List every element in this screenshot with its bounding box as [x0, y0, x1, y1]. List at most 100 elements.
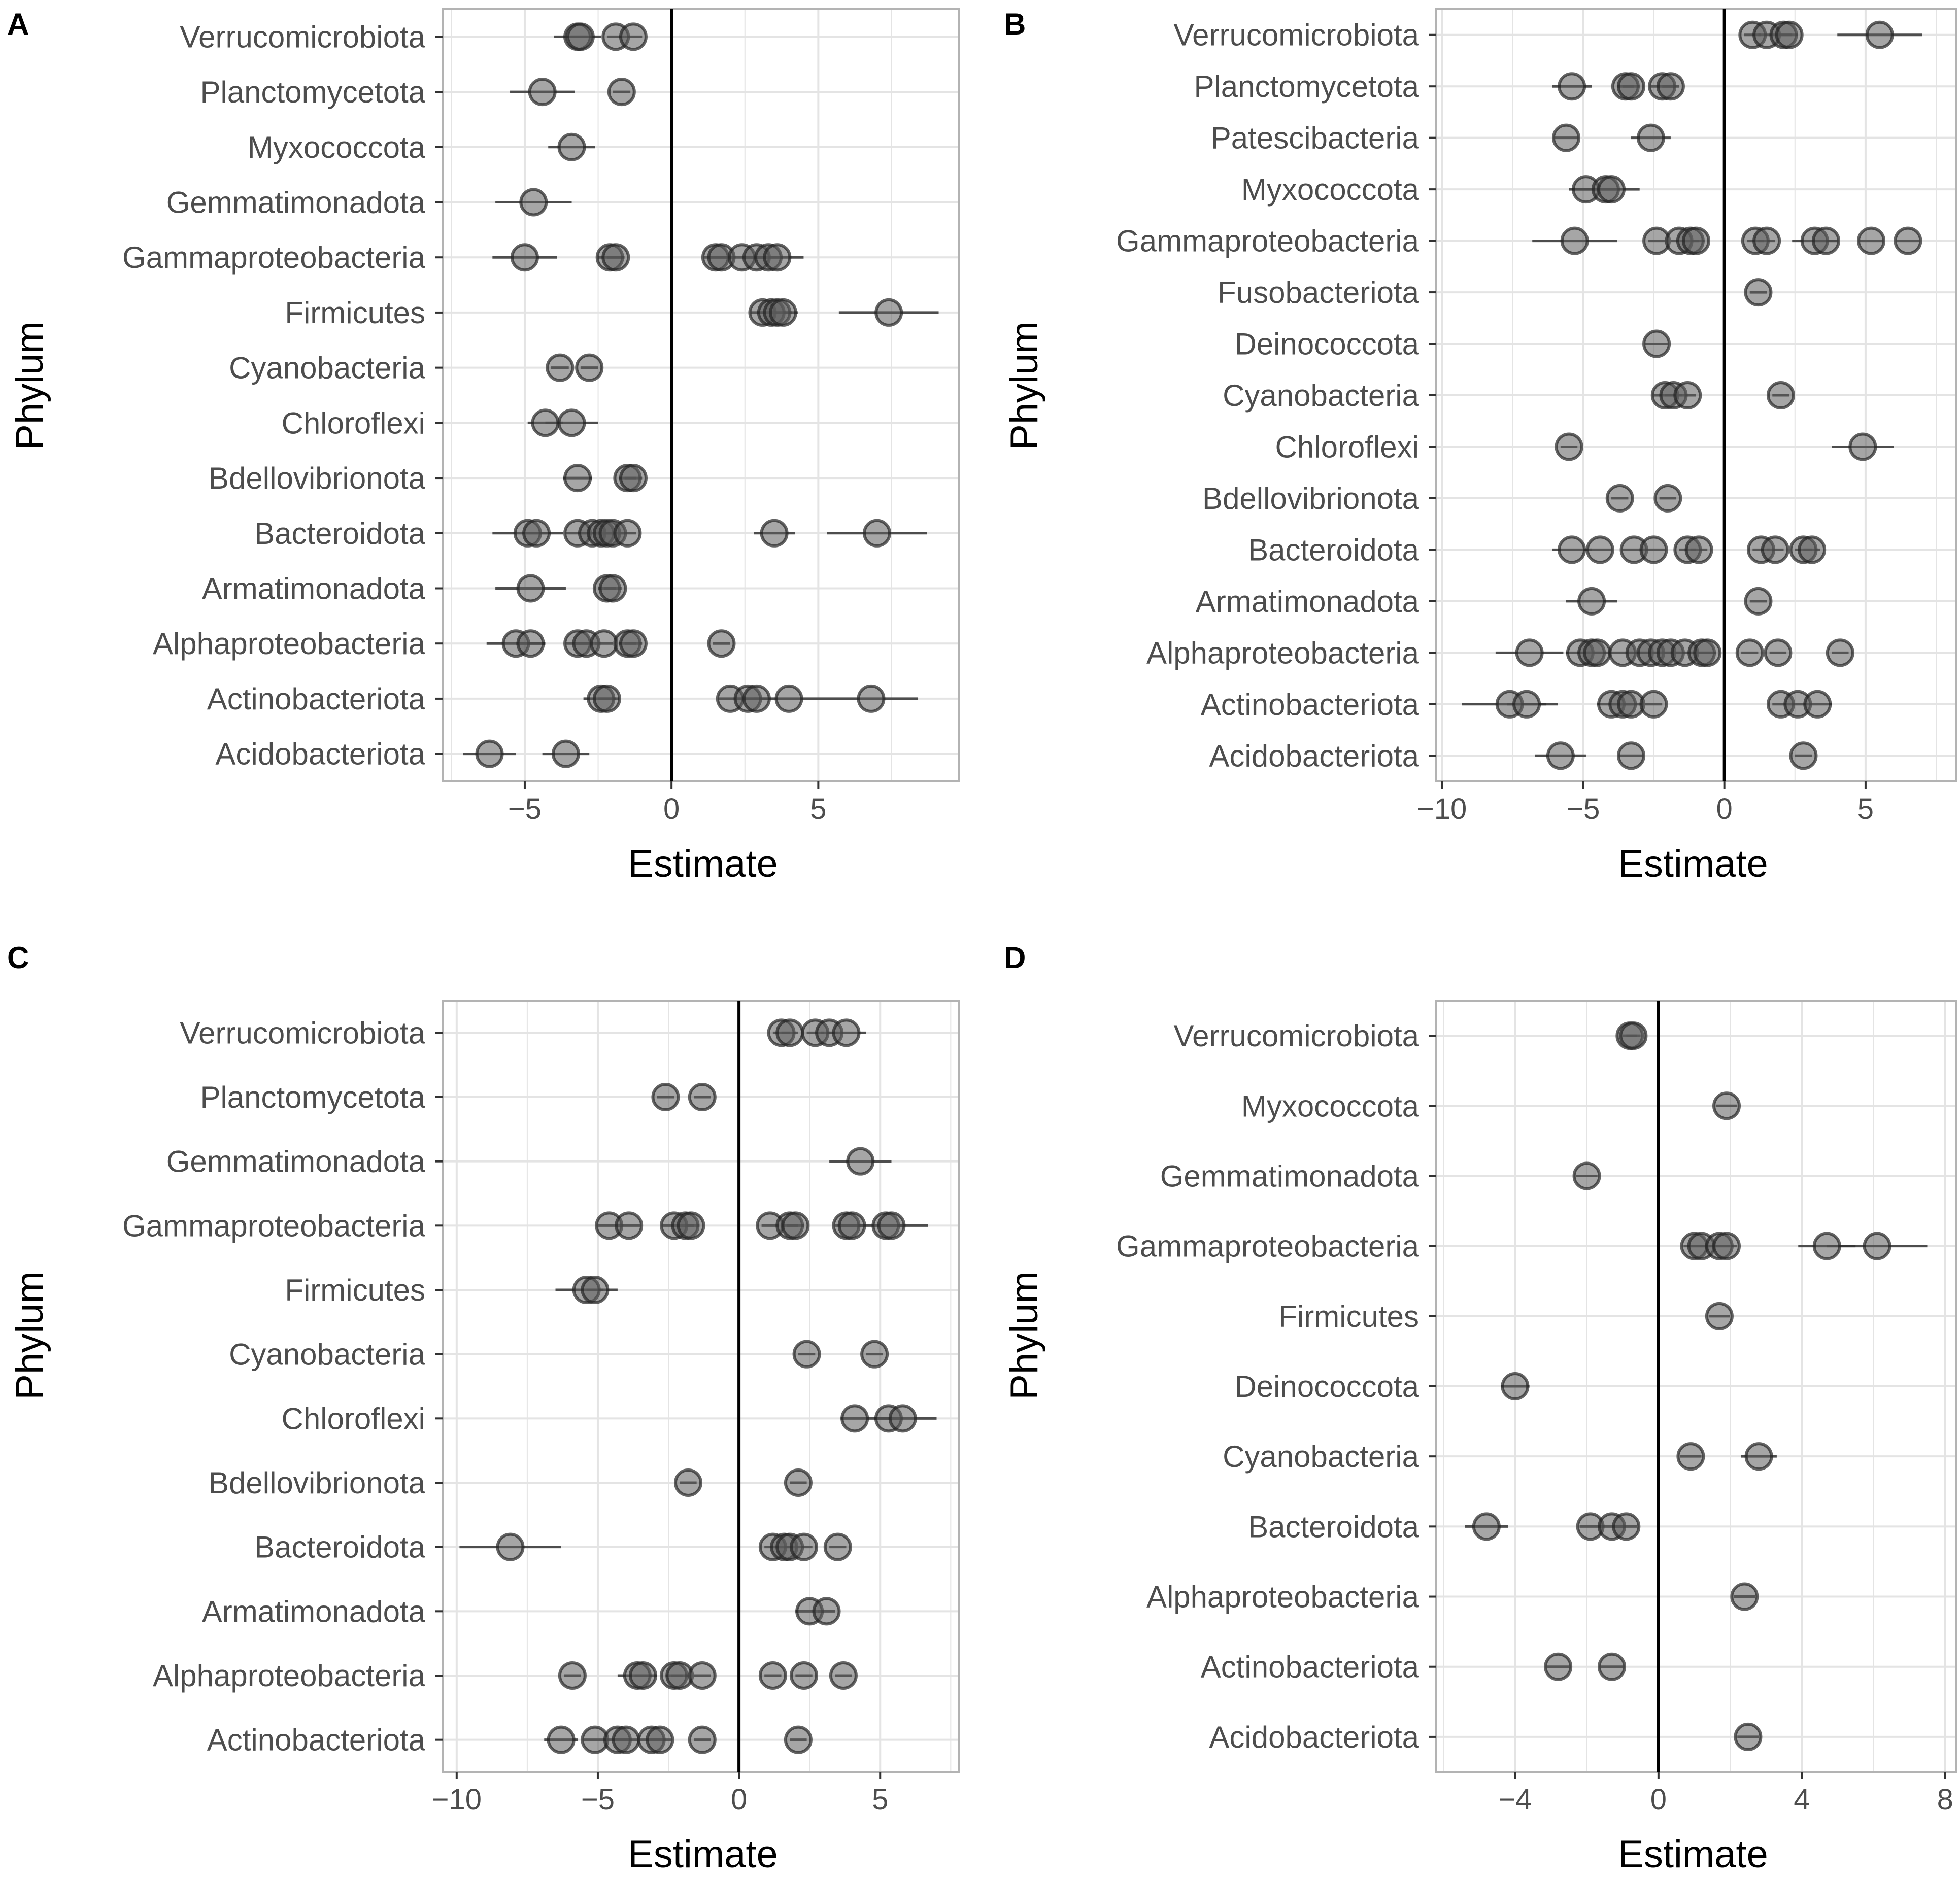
panel-a-point-actinobacteriota: [774, 684, 803, 713]
panel-b-point-alphaproteobacteria: [1764, 638, 1793, 667]
panel-d-x-tick-label: 4: [1794, 1783, 1810, 1816]
panel-c-point-verrucomicrobiota: [775, 1018, 804, 1047]
panel-b-point-alphaproteobacteria: [1583, 638, 1612, 667]
panel-a-y-tick-label-bdellovibrionota: Bdellovibrionota: [209, 461, 426, 495]
panel-a-y-tick-label-acidobacteriota: Acidobacteriota: [215, 737, 425, 771]
panel-d-y-tick-label-acidobacteriota: Acidobacteriota: [1209, 1720, 1419, 1754]
panel-b-point-fusobacteriota: [1744, 278, 1773, 307]
panel-a-x-axis-title: Estimate: [628, 842, 778, 885]
panel-a-point-alphaproteobacteria: [516, 629, 545, 658]
panel-a-point-gammaproteobacteria: [763, 243, 792, 272]
panel-c-y-tick-label-firmicutes: Firmicutes: [285, 1273, 425, 1307]
panel-c-y-tick-label-alphaproteobacteria: Alphaproteobacteria: [153, 1659, 426, 1693]
panel-c-point-chloroflexi: [840, 1404, 869, 1433]
panel-b-point-chloroflexi: [1848, 432, 1877, 461]
panel-b-point-bacteroidota: [1684, 535, 1713, 564]
panel-b-point-alphaproteobacteria: [1693, 638, 1722, 667]
panel-b-y-tick-label-actinobacteriota: Actinobacteriota: [1201, 688, 1420, 722]
panel-b-y-tick-label-myxococcota: Myxococcota: [1241, 173, 1420, 207]
panel-d-point-alphaproteobacteria: [1730, 1582, 1759, 1611]
panel-d-x-axis-title: Estimate: [1618, 1833, 1768, 1876]
panel-d-point-cyanobacteria: [1676, 1442, 1705, 1471]
panel-c-point-chloroflexi: [888, 1404, 917, 1433]
panel-b-y-tick-label-bacteroidota: Bacteroidota: [1248, 533, 1420, 567]
panel-d-plot: Verrucomicrobiota Myxococcota Gemmatimonad…: [1116, 1000, 1957, 1816]
panel-c-y-tick-label-gammaproteobacteria: Gammaproteobacteria: [122, 1209, 426, 1243]
panel-c: C Verrucomicrobiota Planctomycetota Gemmat…: [7, 941, 960, 1876]
panel-b-point-alphaproteobacteria: [1735, 638, 1764, 667]
panel-b-point-bacteroidota: [1798, 535, 1827, 564]
panel-b-point-armatimonadota: [1577, 587, 1606, 616]
panel-b-x-tick-label: 0: [1716, 793, 1733, 826]
panel-a-y-tick-label-bacteroidota: Bacteroidota: [254, 517, 426, 551]
panel-d-point-gammaproteobacteria: [1812, 1232, 1841, 1260]
panel-a-x-tick-label: −5: [508, 793, 542, 826]
panel-a-x-tick-label: 5: [810, 793, 826, 826]
panel-d: D Verrucomicrobiota Myxococcota Gemmatimon…: [1003, 941, 1957, 1876]
panel-b-point-alphaproteobacteria: [1515, 638, 1544, 667]
panel-d-y-tick-label-verrucomicrobiota: Verrucomicrobiota: [1173, 1019, 1419, 1053]
panel-d-point-myxococcota: [1712, 1091, 1741, 1120]
panel-b-y-tick-label-chloroflexi: Chloroflexi: [1275, 430, 1419, 464]
panel-d-x-tick-label: −4: [1498, 1783, 1532, 1816]
panel-b-y-tick-label-acidobacteriota: Acidobacteriota: [1209, 739, 1419, 773]
panel-b-point-bacteroidota: [1585, 535, 1614, 564]
panel-d-point-bacteroidota: [1472, 1512, 1501, 1541]
panel-c-plot-background: [443, 1001, 959, 1772]
panel-c-point-bacteroidota: [496, 1532, 525, 1561]
panel-a-point-planctomycetota: [528, 78, 557, 107]
panel-b-y-axis-title: Phylum: [1003, 321, 1046, 450]
panel-d-y-tick-label-alphaproteobacteria: Alphaproteobacteria: [1146, 1580, 1420, 1614]
panel-letter-d: D: [1004, 941, 1026, 975]
panel-b-plot: Verrucomicrobiota Planctomycetota Patescib…: [1116, 8, 1957, 826]
panel-a-point-bdellovibrionota: [563, 464, 592, 493]
panel-b-point-bdellovibrionota: [1653, 484, 1682, 513]
panel-c-point-gammaproteobacteria: [837, 1211, 866, 1240]
panel-a-point-gemmatimonadota: [519, 188, 548, 217]
panel-c-point-cyanobacteria: [792, 1340, 821, 1369]
panel-c-point-actinobacteriota: [646, 1725, 674, 1754]
panel-a-y-tick-label-alphaproteobacteria: Alphaproteobacteria: [153, 627, 426, 661]
panel-letter-b: B: [1004, 7, 1026, 41]
panel-a-point-bacteroidota: [522, 519, 551, 548]
panel-a-point-chloroflexi: [557, 408, 586, 437]
panel-a-point-cyanobacteria: [575, 353, 604, 382]
panel-d-point-bacteroidota: [1612, 1512, 1641, 1541]
panel-c-point-gammaproteobacteria: [677, 1211, 705, 1240]
panel-c-point-gammaproteobacteria: [877, 1211, 906, 1240]
panel-b-point-acidobacteriota: [1789, 741, 1818, 770]
panel-b-point-planctomycetota: [1558, 72, 1586, 101]
panel-d-y-tick-label-gammaproteobacteria: Gammaproteobacteria: [1116, 1229, 1420, 1263]
panel-c-x-tick-label: 0: [731, 1783, 747, 1816]
panel-c-point-planctomycetota: [651, 1083, 680, 1111]
panel-a-y-tick-label-armatimonadota: Armatimonadota: [202, 572, 426, 606]
panel-letter-a: A: [7, 7, 29, 41]
panel-b-y-tick-label-verrucomicrobiota: Verrucomicrobiota: [1173, 18, 1419, 52]
panel-b-point-gammaproteobacteria: [1894, 226, 1922, 255]
panel-b-y-tick-label-cyanobacteria: Cyanobacteria: [1223, 379, 1420, 413]
panel-b-x-axis-title: Estimate: [1618, 842, 1768, 885]
panel-a-point-cyanobacteria: [546, 353, 575, 382]
panel-b-point-gammaproteobacteria: [1682, 226, 1710, 255]
panel-b-point-bacteroidota: [1761, 535, 1789, 564]
panel-c-point-bdellovibrionota: [784, 1468, 813, 1497]
panel-b-point-actinobacteriota: [1803, 690, 1832, 719]
panel-a-point-bdellovibrionota: [619, 464, 648, 493]
panel-a-point-acidobacteriota: [475, 739, 504, 768]
panel-c-point-planctomycetota: [688, 1083, 717, 1111]
panel-c-point-bacteroidota: [823, 1532, 852, 1561]
panel-d-y-axis-title: Phylum: [1003, 1271, 1046, 1399]
panel-d-y-tick-label-bacteroidota: Bacteroidota: [1248, 1510, 1420, 1544]
panel-a-y-tick-label-gemmatimonadota: Gemmatimonadota: [166, 186, 426, 220]
panel-b-y-tick-label-armatimonadota: Armatimonadota: [1196, 585, 1420, 619]
panel-a-point-actinobacteriota: [857, 684, 886, 713]
panel-a-point-armatimonadota: [516, 574, 545, 603]
panel-c-y-tick-label-planctomycetota: Planctomycetota: [200, 1080, 425, 1114]
panel-c-y-tick-label-verrucomicrobiota: Verrucomicrobiota: [180, 1016, 425, 1050]
panel-a-point-myxococcota: [557, 132, 586, 161]
panel-b-point-alphaproteobacteria: [1826, 638, 1854, 667]
panel-b-y-tick-label-planctomycetota: Planctomycetota: [1194, 70, 1419, 104]
panel-a-point-acidobacteriota: [551, 739, 580, 768]
panel-d-point-gemmatimonadota: [1572, 1161, 1601, 1190]
panel-a-point-alphaproteobacteria: [619, 629, 648, 658]
